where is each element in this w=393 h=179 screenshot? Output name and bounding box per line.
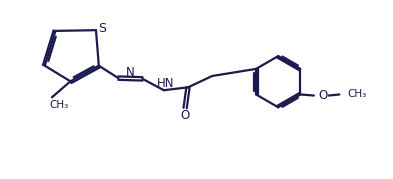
Text: N: N <box>126 66 135 79</box>
Text: CH₃: CH₃ <box>347 90 367 100</box>
Text: S: S <box>98 21 107 35</box>
Text: CH₃: CH₃ <box>49 100 68 110</box>
Text: O: O <box>180 109 190 122</box>
Text: O: O <box>319 89 328 102</box>
Text: HN: HN <box>157 77 175 90</box>
